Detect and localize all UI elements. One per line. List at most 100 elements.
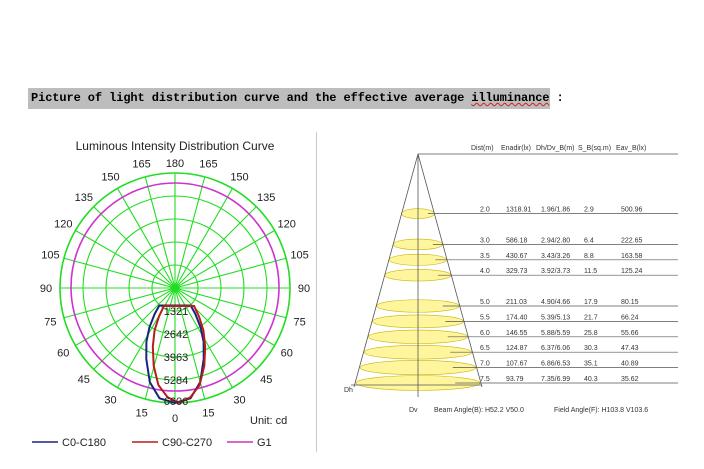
grid-spoke	[144, 176, 206, 400]
cone-row-value: 329.73	[506, 268, 528, 275]
angle-label-left: 60	[57, 348, 69, 360]
cone-row-value: 40.89	[621, 361, 639, 368]
angle-label-left: 135	[75, 192, 93, 204]
heading-underlined-word: illuminance	[471, 91, 550, 105]
cone-row-value: 7.0	[480, 361, 490, 368]
cone-row-value: 5.5	[480, 314, 490, 321]
cone-row-value: 7.5	[480, 376, 490, 383]
cone-row-value: 1.96/1.86	[541, 207, 570, 214]
heading-text: Picture of light distribution curve and …	[31, 91, 564, 105]
angle-label-left: 15	[135, 408, 147, 420]
heading-bar: Picture of light distribution curve and …	[28, 88, 564, 109]
cone-row-value: 93.79	[506, 376, 524, 383]
cone-row-value: 6.86/6.53	[541, 361, 570, 368]
cone-header-cell: Eav_B(lx)	[616, 145, 646, 152]
cone-row-value: 55.66	[621, 330, 639, 337]
polar-curves	[70, 182, 280, 405]
radial-label: 3963	[164, 352, 188, 364]
angle-label-left: 75	[44, 316, 56, 328]
angle-label-right: 120	[278, 219, 296, 231]
cone-row-value: 6.4	[584, 237, 594, 244]
cone-row-value: 35.1	[584, 361, 598, 368]
angle-label-left: 30	[104, 395, 116, 407]
cone-row-value: 5.0	[480, 299, 490, 306]
angle-label-left: 45	[78, 374, 90, 386]
cone-row-value: 5.88/5.59	[541, 330, 570, 337]
angle-label-bottom: 0	[172, 413, 178, 425]
angle-label-right: 30	[233, 395, 245, 407]
illuminance-cone-diagram: Dist(m) Enadir(lx) Dh/Dv_B(m) S_B(sq.m) Eav_…	[344, 145, 678, 414]
heading-prefix: Picture of light distribution curve and …	[31, 91, 472, 105]
radial-label: 2642	[164, 329, 188, 341]
radial-label: 6606	[164, 396, 188, 408]
angle-label-left: 165	[132, 158, 150, 170]
cone-row-value: 2.0	[480, 207, 490, 214]
dh-label: Dh	[344, 387, 353, 394]
angle-label-right: 105	[290, 250, 308, 262]
cone-row-value: 430.67	[506, 253, 528, 260]
angle-label-right: 90	[298, 283, 310, 295]
cone-row-value: 6.37/6.06	[541, 345, 570, 352]
cone-row-value: 125.24	[621, 268, 643, 275]
curve-g1	[70, 182, 280, 392]
cone-side-right	[417, 153, 483, 388]
cone-row-value: 146.55	[506, 330, 528, 337]
polar-title: Luminous Intensity Distribution Curve	[76, 139, 275, 153]
cone-header-cell: Dh/Dv_B(m)	[536, 145, 575, 152]
cone-row-value: 3.5	[480, 253, 490, 260]
cone-row-value: 66.24	[621, 314, 639, 321]
polar-labels: 180 0 165 150 135 120 105 90 75 60 45 30 15 165 150 135…	[40, 158, 310, 425]
cone-row-value: 2.94/2.80	[541, 237, 570, 244]
angle-label-left: 120	[54, 219, 72, 231]
angle-label-right: 75	[293, 316, 305, 328]
cone-row-value: 25.8	[584, 330, 598, 337]
cone-side-left	[353, 153, 419, 388]
cone-row-value: 7.35/6.99	[541, 376, 570, 383]
cone-row-value: 3.43/3.26	[541, 253, 570, 260]
cone-row-value: 47.43	[621, 345, 639, 352]
legend-label: G1	[257, 437, 272, 449]
cone-row-value: 21.7	[584, 314, 598, 321]
heading-suffix: :	[549, 91, 564, 105]
cone-row-value: 2.9	[584, 207, 594, 214]
cone-row-value: 30.3	[584, 345, 598, 352]
cone-table-rows: 2.0 1318.91 1.96/1.86 2.9 500.96 3.0 586.18 2.9…	[427, 207, 678, 384]
cone-row-value: 222.65	[621, 237, 643, 244]
cone-row-value: 586.18	[506, 237, 528, 244]
cone-header-cell: Dist(m)	[471, 145, 494, 152]
cone-row-value: 1318.91	[506, 207, 531, 214]
curve-c90-c270	[151, 305, 207, 405]
cone-row-value: 174.40	[506, 314, 528, 321]
cone-header-cell: Enadir(lx)	[501, 145, 531, 152]
cone-row-value: 124.87	[506, 345, 528, 352]
cone-row-value: 211.03	[506, 299, 527, 306]
cone-row-value: 40.3	[584, 376, 598, 383]
angle-label-right: 45	[260, 374, 272, 386]
angle-label-right: 150	[230, 171, 248, 183]
field-angle-label: Field Angle(F): H103.8 V103.6	[554, 407, 648, 414]
cone-row-value: 500.96	[621, 207, 643, 214]
cone-row-value: 17.9	[584, 299, 598, 306]
unit-label: Unit: cd	[250, 415, 287, 427]
cone-row-value: 107.67	[506, 361, 528, 368]
polar-grid	[59, 172, 291, 404]
angle-label-right: 60	[281, 348, 293, 360]
polar-intensity-diagram: Luminous Intensity Distribution Curve 18…	[32, 139, 310, 449]
polar-legend: C0-C180 C90-C270 G1	[32, 437, 272, 449]
angle-label-right: 165	[199, 158, 217, 170]
radial-label: 1321	[164, 306, 188, 318]
radial-label: 5284	[164, 375, 188, 387]
cone-row-value: 3.92/3.73	[541, 268, 570, 275]
cone-row-value: 5.39/5.13	[541, 314, 570, 321]
cone-row-value: 3.0	[480, 237, 490, 244]
cone-header-cell: S_B(sq.m)	[578, 145, 611, 152]
panel-divider	[316, 132, 317, 452]
dv-label: Dv	[409, 407, 418, 414]
angle-label-right: 15	[202, 408, 214, 420]
angle-label-right: 135	[257, 192, 275, 204]
cone-row-value: 4.0	[480, 268, 490, 275]
cone-row-value: 11.5	[584, 268, 597, 275]
angle-label-left: 90	[40, 283, 52, 295]
cone-row-value: 6.5	[480, 345, 490, 352]
beam-angle-label: Beam Angle(B): H52.2 V50.0	[434, 407, 524, 414]
